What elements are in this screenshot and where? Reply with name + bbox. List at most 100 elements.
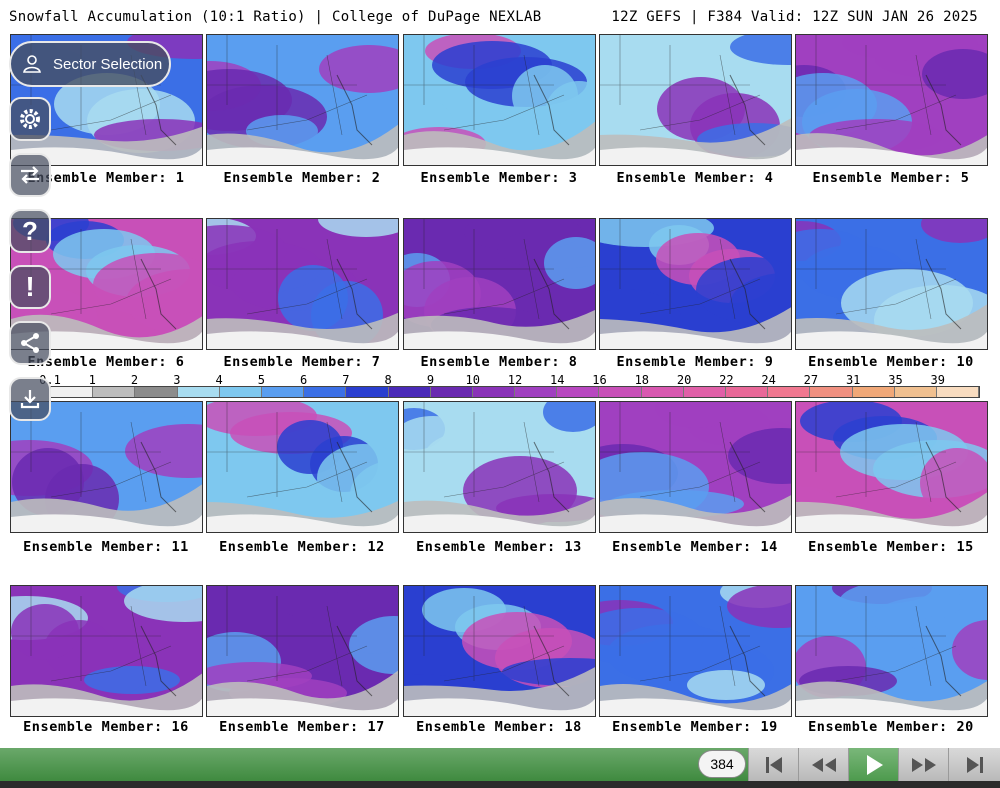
ensemble-member-label: Ensemble Member: 12: [219, 539, 385, 555]
ensemble-map-12[interactable]: [206, 401, 399, 533]
colorbar-tick-label: 39: [930, 373, 945, 387]
colorbar-tick-label: 7: [342, 373, 350, 387]
colorbar-swatch: [261, 387, 305, 397]
colorbar-swatch: [599, 387, 642, 397]
ensemble-member-label: Ensemble Member: 19: [612, 719, 778, 735]
header-title: Snowfall Accumulation (10:1 Ratio) | Col…: [9, 9, 542, 25]
colorbar-tick-label: 20: [676, 373, 692, 387]
player-bottom-strip: [0, 781, 1000, 788]
colorbar-swatch: [810, 387, 853, 397]
colorbar-tick-label: 18: [634, 373, 650, 387]
colorbar-tick-label: 27: [803, 373, 819, 387]
ensemble-map-11[interactable]: [10, 401, 203, 533]
snowfall-map: [600, 402, 791, 532]
ensemble-map-19[interactable]: [599, 585, 792, 717]
ensemble-map-17[interactable]: [206, 585, 399, 717]
colorbar-tick-label: 4: [215, 373, 223, 387]
ensemble-member-label: Ensemble Member: 8: [420, 354, 578, 370]
play-button[interactable]: [848, 748, 899, 781]
swap-button[interactable]: [9, 153, 51, 197]
colorbar-swatch: [515, 387, 558, 397]
frame-number[interactable]: 384: [698, 750, 746, 778]
ensemble-map-7[interactable]: [206, 218, 399, 350]
help-button[interactable]: ?: [9, 209, 51, 253]
snowfall-map: [11, 402, 202, 532]
colorbar-swatch: [683, 387, 726, 397]
snowfall-map: [796, 35, 987, 165]
colorbar-tick-label: 35: [888, 373, 903, 387]
snowfall-map: [404, 586, 595, 716]
ensemble-member-label: Ensemble Member: 16: [23, 719, 189, 735]
colorbar-swatch: [135, 387, 178, 397]
ensemble-map-18[interactable]: [403, 585, 596, 717]
settings-button[interactable]: [9, 97, 51, 141]
colorbar-tick-label: 2: [130, 373, 139, 387]
ensemble-map-13[interactable]: [403, 401, 596, 533]
ensemble-member-label: Ensemble Member: 17: [219, 719, 385, 735]
ensemble-map-8[interactable]: [403, 218, 596, 350]
ensemble-member-label: Ensemble Member: 1: [27, 170, 185, 186]
snowfall-map: [207, 35, 398, 165]
ensemble-member-label: Ensemble Member: 18: [416, 719, 582, 735]
step-back-button[interactable]: [798, 748, 849, 781]
ensemble-map-2[interactable]: [206, 34, 399, 166]
colorbar-swatch: [51, 387, 94, 397]
ensemble-map-14[interactable]: [599, 401, 792, 533]
colorbar-tick-label: 14: [550, 373, 565, 387]
ensemble-map-4[interactable]: [599, 34, 792, 166]
colorbar-swatch: [894, 387, 937, 397]
ensemble-member-label: Ensemble Member: 6: [27, 354, 185, 370]
colorbar-tick-label: 12: [507, 373, 523, 387]
ensemble-member-label: Ensemble Member: 3: [420, 170, 578, 186]
colorbar-tick-label: 9: [426, 373, 435, 387]
snowfall-map: [600, 219, 791, 349]
share-button[interactable]: [9, 321, 51, 365]
ensemble-map-20[interactable]: [795, 585, 988, 717]
snowfall-map: [796, 219, 987, 349]
colorbar-tick-label: 6: [300, 373, 308, 387]
ensemble-map-15[interactable]: [795, 401, 988, 533]
ensemble-map-5[interactable]: [795, 34, 988, 166]
colorbar-tick-label: 31: [845, 373, 861, 387]
ensemble-member-label: Ensemble Member: 11: [23, 539, 189, 555]
play-icon: [867, 754, 883, 775]
colorbar-tick-label: 22: [719, 373, 734, 387]
sector-selection-button[interactable]: Sector Selection: [9, 41, 171, 87]
snowfall-map: [11, 586, 202, 716]
snowfall-map: [600, 586, 791, 716]
colorbar-swatch: [726, 387, 769, 397]
colorbar-swatch: [852, 387, 895, 397]
sector-selection-label: Sector Selection: [53, 55, 163, 73]
ensemble-map-10[interactable]: [795, 218, 988, 350]
ensemble-map-16[interactable]: [10, 585, 203, 717]
exclamation-icon: !: [25, 271, 35, 302]
swap-arrows-icon: [21, 166, 39, 184]
gear-icon: [20, 109, 40, 129]
colorbar-swatch: [936, 387, 980, 397]
colorbar-swatch: [472, 387, 516, 397]
first-frame-button[interactable]: [748, 748, 799, 781]
ensemble-member-label: Ensemble Member: 2: [223, 170, 381, 186]
colorbar-swatch: [430, 387, 473, 397]
last-frame-button[interactable]: [948, 748, 1000, 781]
snowfall-map: [207, 586, 398, 716]
ensemble-member-label: Ensemble Member: 15: [808, 539, 974, 555]
ensemble-member-label: Ensemble Member: 4: [616, 170, 774, 186]
skip-first-icon: [766, 756, 782, 773]
colorbar-swatch: [93, 387, 136, 397]
alert-button[interactable]: !: [9, 265, 51, 309]
share-icon: [21, 333, 39, 353]
colorbar-tick-label: 3: [173, 373, 181, 387]
download-button[interactable]: [9, 377, 51, 421]
header-run-info: 12Z GEFS | F384 Valid: 12Z SUN JAN 26 20…: [611, 9, 978, 25]
colorbar: [50, 386, 980, 398]
colorbar-swatch: [177, 387, 220, 397]
colorbar-swatch: [557, 387, 600, 397]
step-forward-button[interactable]: [898, 748, 949, 781]
snowfall-map: [796, 586, 987, 716]
ensemble-member-label: Ensemble Member: 10: [808, 354, 974, 370]
ensemble-member-label: Ensemble Member: 9: [616, 354, 774, 370]
ensemble-map-3[interactable]: [403, 34, 596, 166]
ensemble-map-9[interactable]: [599, 218, 792, 350]
snowfall-map: [207, 219, 398, 349]
